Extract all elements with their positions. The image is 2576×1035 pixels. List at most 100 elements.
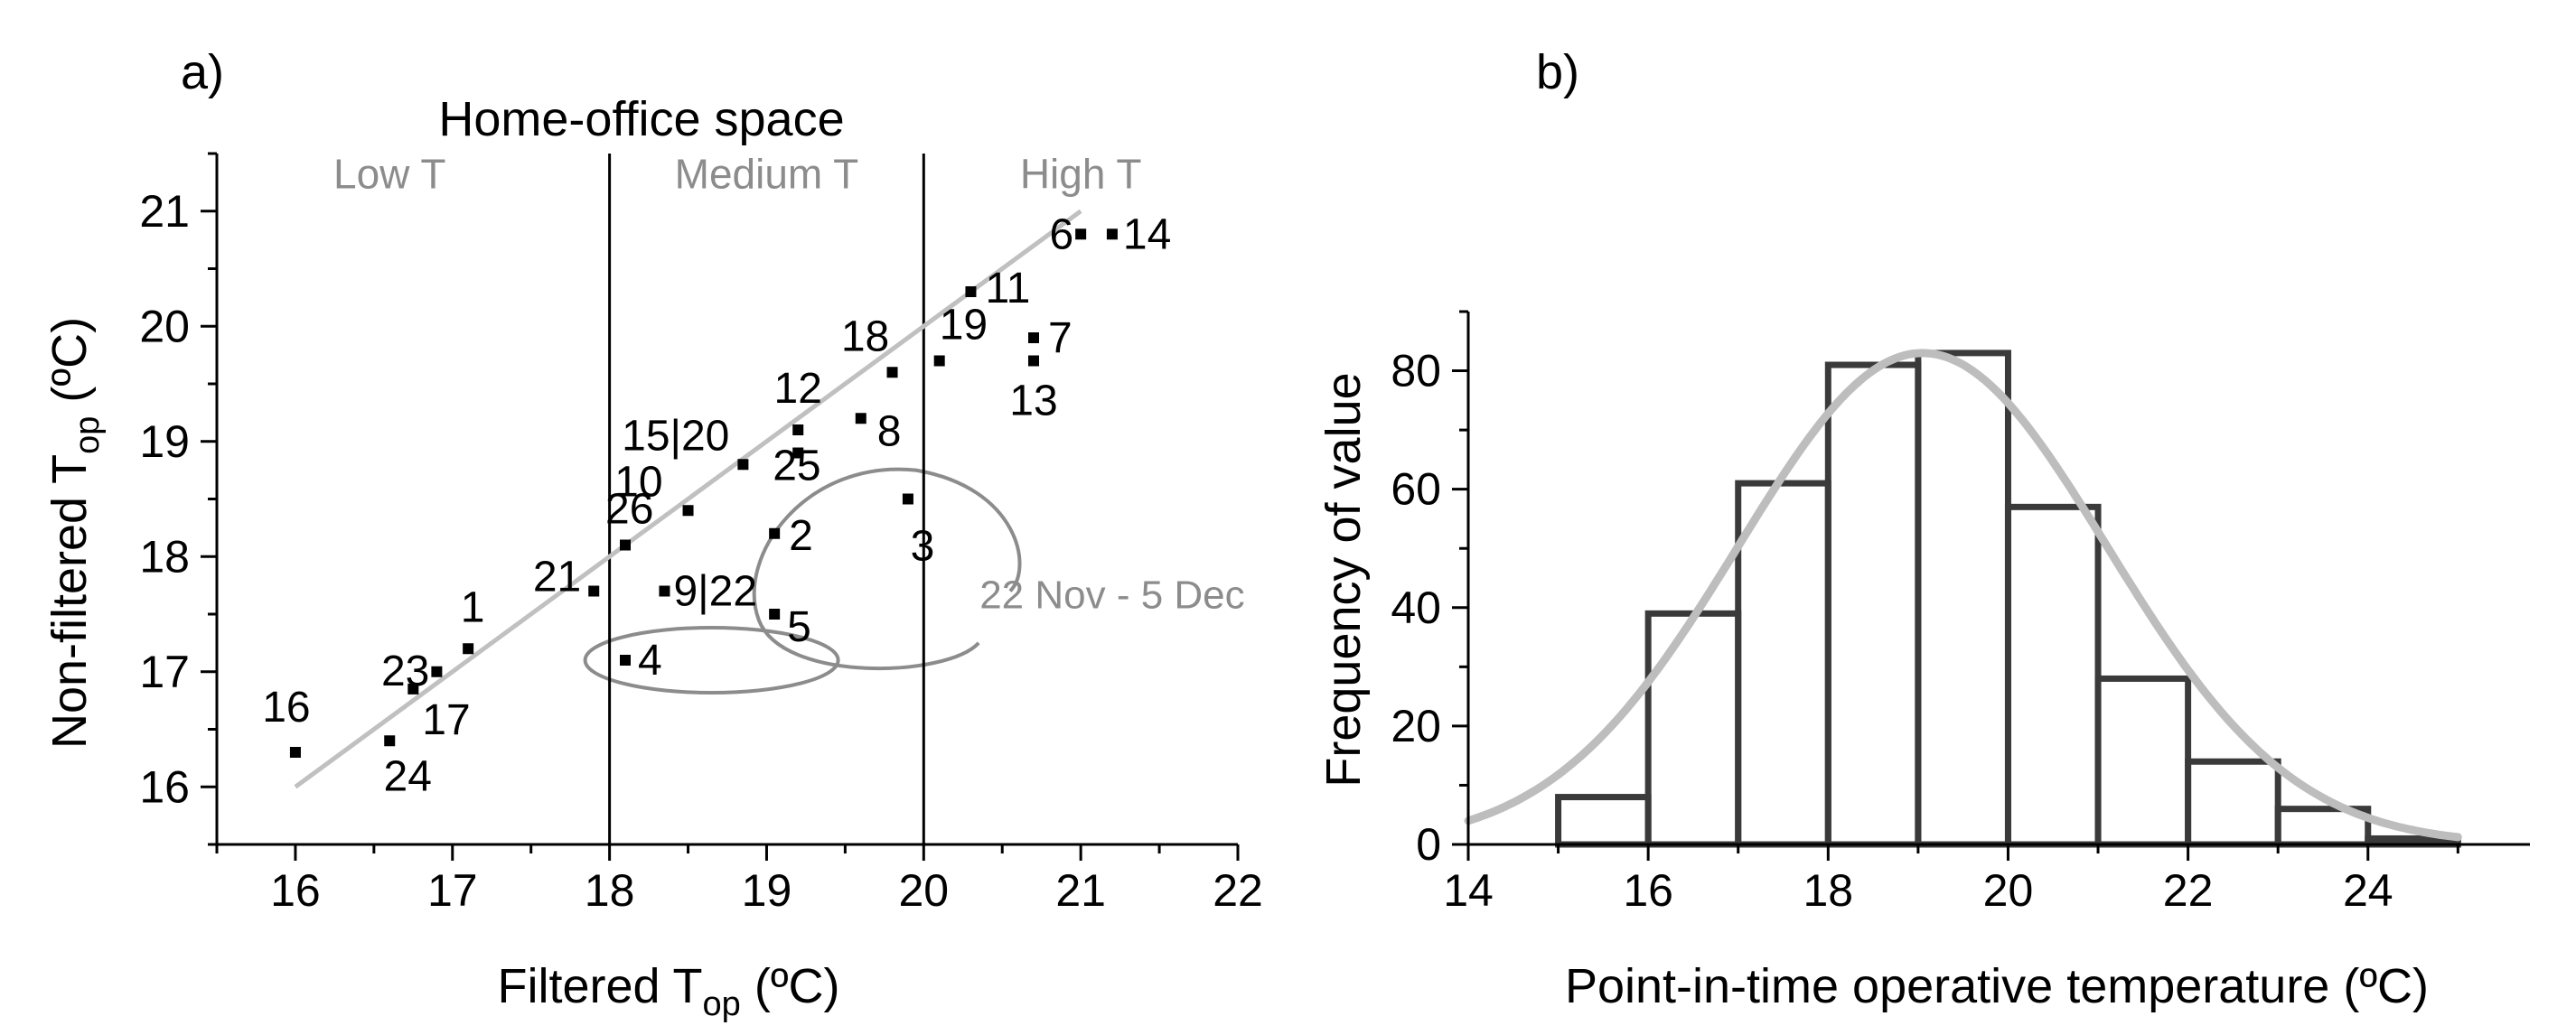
x-tick-label: 22 xyxy=(1213,865,1263,916)
data-point-label-19: 19 xyxy=(940,302,988,350)
data-point-label-13: 13 xyxy=(1009,378,1057,425)
x-tick-label: 17 xyxy=(427,865,478,916)
data-point-10 xyxy=(682,505,694,517)
histogram-bar-7 xyxy=(2185,758,2281,848)
panel-b-fit-curve xyxy=(1464,349,2462,842)
data-point-7 xyxy=(1028,332,1039,343)
x-tick-label: 24 xyxy=(2343,865,2393,916)
x-tick-label: 18 xyxy=(1803,865,1853,916)
data-point-6 xyxy=(1075,228,1087,240)
y-tick-label: 60 xyxy=(1391,464,1441,515)
y-tick-label: 21 xyxy=(139,186,190,237)
histogram-bar-2 xyxy=(1735,480,1831,848)
data-point-4 xyxy=(620,655,631,666)
data-point-label-11: 11 xyxy=(985,265,1030,312)
data-point-label-8: 8 xyxy=(877,407,902,455)
y-tick-label: 80 xyxy=(1391,346,1441,396)
data-point-label-2: 2 xyxy=(789,512,813,560)
histogram-bar-6 xyxy=(2094,675,2192,848)
data-point-5 xyxy=(769,609,781,620)
data-point-label-21: 21 xyxy=(533,554,581,601)
y-tick-label: 16 xyxy=(139,761,190,812)
data-point-label-18: 18 xyxy=(841,312,889,360)
data-point-label-7: 7 xyxy=(1048,314,1073,362)
data-point-9-22 xyxy=(659,585,670,597)
data-point-19 xyxy=(933,355,945,367)
data-point-label-1: 1 xyxy=(461,583,485,631)
x-tick-label: 20 xyxy=(1983,865,2034,916)
data-point-label-4: 4 xyxy=(638,637,662,685)
data-point-label-6: 6 xyxy=(1049,210,1073,258)
data-point-label-9-22: 9|22 xyxy=(673,568,757,616)
panel-a-annotation-text: 22 Nov - 5 Dec xyxy=(979,573,1244,618)
annotation-ellipse-large xyxy=(752,467,1022,671)
panel-b-axes: 14 16 18 20 22 24 0 20 40 60 80 xyxy=(1391,310,2530,916)
y-tick-label: 18 xyxy=(139,531,190,582)
x-tick-label: 20 xyxy=(898,865,949,916)
y-tick-label: 0 xyxy=(1416,819,1441,870)
x-tick-label: 16 xyxy=(1623,865,1673,916)
data-point-label-14: 14 xyxy=(1123,210,1171,258)
data-point-label-23: 23 xyxy=(381,648,429,695)
data-point-label-24: 24 xyxy=(384,752,432,800)
data-point-11 xyxy=(965,286,977,297)
panel-b-bars xyxy=(1555,350,2461,848)
panel-a-title: Home-office space xyxy=(438,92,844,146)
histogram-bar-0 xyxy=(1555,794,1652,848)
data-point-21 xyxy=(588,585,600,597)
x-tick-label: 16 xyxy=(270,865,321,916)
panel-a-label: a) xyxy=(181,45,224,99)
region-label-2: High T xyxy=(1020,150,1142,197)
panel-a-annotation-ellipses xyxy=(583,467,1022,695)
x-tick-label: 14 xyxy=(1443,865,1494,916)
data-point-label-17: 17 xyxy=(422,696,470,744)
data-point-1 xyxy=(463,643,474,655)
y-tick-label: 40 xyxy=(1391,583,1441,633)
panel-a-scatter: a) Home-office space Low T Medium T High T… xyxy=(42,45,1263,1023)
panel-a-regions: Low T Medium T High T xyxy=(333,150,1141,844)
fit-line xyxy=(294,209,1082,789)
x-tick-label: 19 xyxy=(742,865,792,916)
data-point-16 xyxy=(289,747,301,758)
data-point-3 xyxy=(902,493,913,505)
x-tick-label: 21 xyxy=(1055,865,1106,916)
panel-a-y-label-tail: (ºC) xyxy=(42,317,97,416)
histogram-bar-1 xyxy=(1644,610,1742,848)
panel-a-x-label-sub: op xyxy=(703,985,741,1023)
panel-a-fit-line xyxy=(294,209,1082,789)
region-label-1: Medium T xyxy=(675,150,859,197)
panel-b-x-axis-label: Point-in-time operative temperature (ºC) xyxy=(1565,959,2429,1013)
data-point-label-26: 26 xyxy=(605,486,653,534)
y-tick-label: 20 xyxy=(1391,701,1441,751)
panel-b-y-axis-label: Frequency of value xyxy=(1316,372,1371,787)
data-point-13 xyxy=(1028,355,1039,367)
panel-a-y-label-sub: op xyxy=(69,416,107,454)
y-tick-label: 20 xyxy=(139,301,190,351)
data-point-25 xyxy=(792,447,804,459)
data-point-label-12: 12 xyxy=(774,365,822,413)
data-point-12 xyxy=(792,424,804,435)
data-point-17 xyxy=(407,683,419,695)
y-tick-label: 17 xyxy=(139,647,190,697)
region-label-0: Low T xyxy=(333,150,445,197)
panel-a-x-label-tail: (ºC) xyxy=(741,959,840,1013)
data-point-26 xyxy=(620,539,631,551)
panel-a-y-axis-label: Non-filtered Top (ºC) xyxy=(42,317,107,749)
data-point-23 xyxy=(431,666,443,677)
histogram-bar-3 xyxy=(1824,361,1922,848)
data-point-14 xyxy=(1106,228,1118,240)
annotation-ellipse-small xyxy=(583,626,840,695)
y-tick-label: 19 xyxy=(139,416,190,467)
data-point-label-25: 25 xyxy=(773,443,820,490)
data-point-label-5: 5 xyxy=(787,603,811,651)
x-tick-label: 18 xyxy=(585,865,635,916)
normal-fit-curve xyxy=(1464,349,2462,842)
panel-b-label: b) xyxy=(1536,45,1579,99)
data-point-24 xyxy=(384,735,396,747)
panel-a-x-label-main: Filtered T xyxy=(497,959,702,1013)
panel-b-histogram: b) 14 16 18 20 22 24 0 20 40 60 80 Point-in-time o… xyxy=(1316,45,2530,1013)
data-point-15-20 xyxy=(737,459,749,471)
data-point-label-15-20: 15|20 xyxy=(622,412,729,460)
